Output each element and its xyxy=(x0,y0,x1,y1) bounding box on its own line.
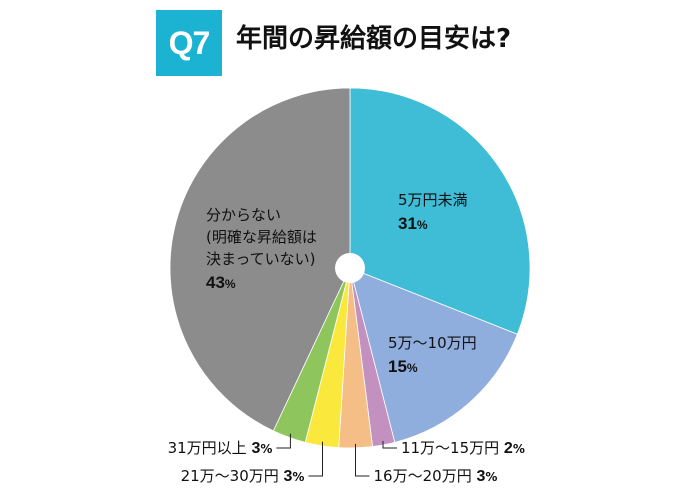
question-title: 年間の昇給額の目安は? xyxy=(236,24,512,54)
slice-label-0: 5万円未満 xyxy=(398,191,468,209)
slice-category-label: 5万円未満 xyxy=(398,191,468,209)
pie-slice-6 xyxy=(169,87,351,432)
pie-slice-0 xyxy=(349,87,531,335)
slice-label-1: 5万〜10万円 xyxy=(388,334,477,352)
leader-line-4 xyxy=(308,441,323,477)
slice-value-label: 43% xyxy=(206,273,236,292)
pie-slice-1 xyxy=(349,267,518,443)
leader-line-3 xyxy=(355,443,370,477)
slice-label-4: 21万〜30万円 3% xyxy=(181,467,305,485)
slice-category-label: 5万〜10万円 xyxy=(388,334,477,352)
question-number-badge: Q7 xyxy=(156,10,222,76)
slice-label-3: 16万〜20万円 3% xyxy=(374,467,498,485)
slice-label-5: 31万円以上 3% xyxy=(168,439,273,457)
leader-line-5 xyxy=(276,433,291,449)
slice-category-label: (明確な昇給額は xyxy=(206,228,317,246)
slice-value-label: 31% xyxy=(398,214,428,233)
pie-center-hole xyxy=(335,253,365,283)
slice-label-2: 11万〜15万円 2% xyxy=(401,439,525,457)
leader-line-2 xyxy=(382,440,397,449)
question-number: Q7 xyxy=(168,24,211,61)
slice-category-label: 決まっていない) xyxy=(206,250,316,268)
slice-category-label: 分からない xyxy=(206,206,281,224)
slice-value-label: 15% xyxy=(388,357,418,376)
